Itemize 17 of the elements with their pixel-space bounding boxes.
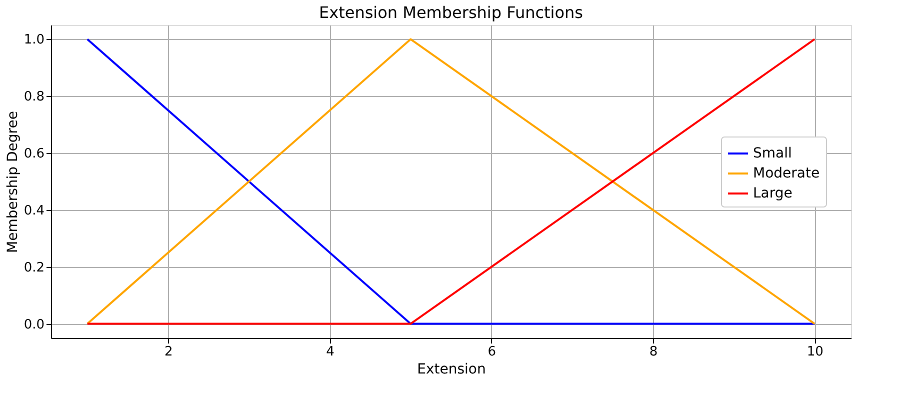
legend-label: Moderate bbox=[753, 166, 820, 182]
y-tick-label: 0.2 bbox=[24, 260, 44, 276]
x-axis-title: Extension bbox=[417, 362, 486, 378]
x-tick-label: 2 bbox=[164, 344, 173, 360]
x-tick-label: 4 bbox=[326, 344, 334, 360]
y-tick-label: 0.8 bbox=[24, 90, 44, 105]
y-tick-label: 1.0 bbox=[24, 32, 44, 48]
legend-label: Small bbox=[753, 146, 792, 162]
x-tick-label: 8 bbox=[649, 344, 658, 360]
x-tick-label: 6 bbox=[488, 344, 496, 360]
chart-title: Extension Membership Functions bbox=[319, 3, 583, 22]
legend-label: Large bbox=[753, 186, 792, 202]
y-tick-label: 0.4 bbox=[24, 203, 44, 218]
y-tick-label: 0.6 bbox=[24, 146, 44, 162]
y-axis-title: Membership Degree bbox=[4, 111, 21, 253]
x-tick-label: 10 bbox=[806, 344, 824, 360]
y-tick-label: 0.0 bbox=[24, 317, 44, 332]
